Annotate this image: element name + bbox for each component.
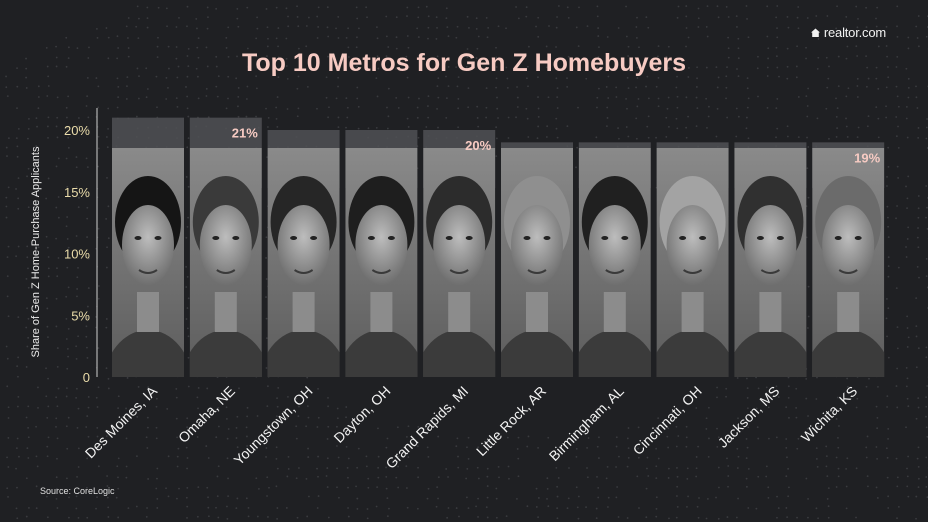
bar-value-label: 21%: [232, 126, 258, 141]
x-tick-label: Youngstown, OH: [230, 383, 315, 468]
x-tick-label: Cincinnati, OH: [630, 383, 705, 458]
x-tick-label: Dayton, OH: [330, 383, 393, 446]
source-note: Source: CoreLogic: [40, 486, 115, 496]
bar: [501, 142, 573, 377]
bar: [734, 142, 807, 377]
y-tick-label: 20%: [64, 123, 90, 138]
logo-text: realtor.com: [823, 25, 886, 40]
x-tick-label: Jackson, MS: [715, 383, 783, 451]
portrait-photo: [423, 148, 496, 377]
realtor-logo: realtor.com: [810, 25, 886, 40]
x-tick-label: Omaha, NE: [175, 383, 238, 446]
x-tick-label: Grand Rapids, MI: [382, 383, 471, 472]
bar: [812, 142, 885, 377]
portrait-photo: [345, 148, 418, 377]
portrait-photo: [189, 148, 262, 377]
x-tick-label: Wichita, KS: [798, 383, 860, 445]
x-tick-label: Birmingham, AL: [546, 383, 627, 464]
portrait-photo: [112, 148, 184, 377]
y-tick-label: 15%: [64, 185, 90, 200]
portrait-photo: [578, 148, 651, 377]
house-icon: [810, 28, 820, 37]
bar: [189, 117, 262, 377]
bar: [578, 142, 651, 377]
bar: [656, 142, 729, 377]
bar-value-label: 19%: [854, 150, 880, 165]
chart-title: Top 10 Metros for Gen Z Homebuyers: [241, 49, 687, 77]
y-tick-label: 0: [83, 370, 90, 385]
portrait-photo: [501, 148, 573, 377]
portrait-photo: [812, 148, 885, 377]
portrait-photo: [734, 148, 807, 377]
bar: [423, 130, 496, 377]
portrait-photo: [267, 148, 340, 377]
bar: [112, 117, 184, 377]
bar: [345, 130, 418, 377]
portrait-photo: [656, 148, 729, 377]
x-tick-label: Des Moines, IA: [82, 382, 161, 461]
bar-value-label: 20%: [465, 138, 491, 153]
bar: [267, 130, 340, 377]
y-tick-label: 5%: [71, 308, 90, 323]
y-tick-label: 10%: [64, 247, 90, 262]
x-tick-label: Little Rock, AR: [473, 383, 549, 459]
